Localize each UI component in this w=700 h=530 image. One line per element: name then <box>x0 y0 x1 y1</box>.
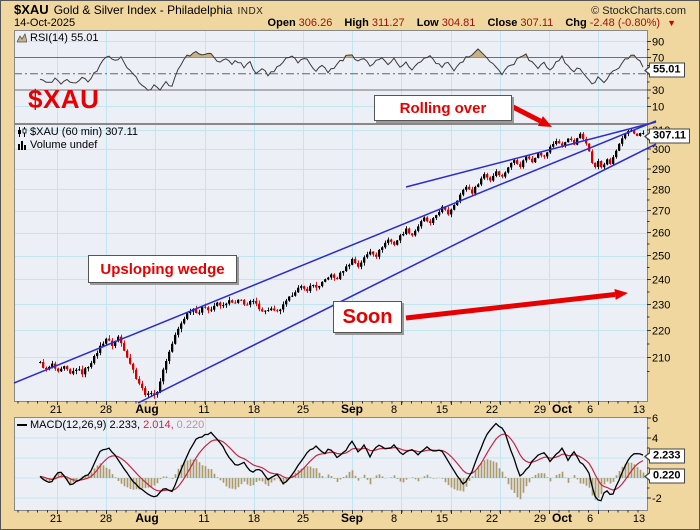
down-triangle-icon: ▼ <box>667 18 676 28</box>
svg-text:21: 21 <box>50 513 62 525</box>
open-label: Open <box>267 17 296 29</box>
macd-line-icon <box>17 424 27 426</box>
symbol: $XAU <box>14 2 49 17</box>
volume-legend-text: Volume undef <box>30 139 98 151</box>
rsi-legend-text: RSI(14) 55.01 <box>30 32 99 44</box>
xau-watermark: $XAU <box>28 84 100 114</box>
svg-text:29: 29 <box>534 513 546 525</box>
svg-text:240: 240 <box>652 274 670 286</box>
svg-text:6: 6 <box>587 404 593 416</box>
svg-text:Sep: Sep <box>341 402 363 416</box>
svg-text:6: 6 <box>587 513 593 525</box>
exchange-label: INDX <box>237 6 264 17</box>
high-value: 311.27 <box>371 17 405 29</box>
svg-text:210: 210 <box>652 352 670 364</box>
price-legend: $XAU (60 min) 307.11 <box>17 126 138 138</box>
header-title-row: $XAU Gold & Silver Index - Philadelphia … <box>0 0 700 17</box>
svg-text:270: 270 <box>652 206 670 218</box>
svg-text:230: 230 <box>652 299 670 311</box>
svg-text:220: 220 <box>652 325 670 337</box>
rolling-over-label: Rolling over <box>374 95 512 121</box>
chart-date: 14-Oct-2025 <box>14 17 76 29</box>
svg-text:15: 15 <box>436 404 448 416</box>
svg-text:21: 21 <box>50 404 62 416</box>
svg-text:280: 280 <box>652 184 670 196</box>
header-quote-row: 14-Oct-2025 Open 306.26 High 311.27 Low 304… <box>0 17 700 29</box>
candlestick-icon <box>18 127 27 137</box>
macd-value-box: 2.233 <box>649 448 685 464</box>
volume-legend: Volume undef <box>17 139 97 151</box>
svg-text:260: 260 <box>652 228 670 240</box>
macd-legend-text: MACD(12,26,9) 2.233, <box>30 419 141 431</box>
svg-text:11: 11 <box>198 404 209 416</box>
svg-text:250: 250 <box>652 251 670 263</box>
macd-hist-box: 0.220 <box>649 468 685 484</box>
macd-signal-value: 2.014, <box>143 419 174 431</box>
svg-text:25: 25 <box>297 513 309 525</box>
close-label: Close <box>487 17 518 29</box>
svg-text:290: 290 <box>652 164 670 176</box>
low-value: 304.81 <box>441 17 476 29</box>
svg-text:10: 10 <box>652 101 664 113</box>
chg-value: -2.48 (-0.80%) <box>589 17 661 29</box>
svg-text:25: 25 <box>297 404 309 416</box>
svg-text:Aug: Aug <box>135 402 158 416</box>
chg-label: Chg <box>565 17 587 29</box>
high-label: High <box>344 17 369 29</box>
upsloping-wedge-label: Upsloping wedge <box>88 255 237 283</box>
copyright: © StockCharts.com <box>591 5 686 17</box>
svg-text:28: 28 <box>100 404 112 416</box>
svg-text:4: 4 <box>652 433 658 445</box>
svg-text:Aug: Aug <box>135 511 158 525</box>
svg-text:300: 300 <box>652 144 670 156</box>
svg-text:90: 90 <box>652 36 664 48</box>
svg-text:-2: -2 <box>652 493 662 505</box>
macd-legend: MACD(12,26,9) 2.233, 2.014, 0.220 <box>17 419 204 431</box>
svg-text:28: 28 <box>100 513 112 525</box>
svg-text:29: 29 <box>534 404 546 416</box>
open-value: 306.26 <box>298 17 333 29</box>
svg-text:22: 22 <box>486 513 498 525</box>
low-label: Low <box>416 17 439 29</box>
svg-text:13: 13 <box>633 513 645 525</box>
svg-text:30: 30 <box>652 85 664 97</box>
svg-text:6: 6 <box>652 413 658 425</box>
svg-text:Oct: Oct <box>552 402 572 416</box>
ohlc-quote: Open 306.26 High 311.27 Low 304.81 Close 307… <box>268 17 676 29</box>
rsi-value-box: 55.01 <box>649 62 685 78</box>
svg-text:8: 8 <box>391 404 397 416</box>
volume-bars-icon <box>18 141 26 150</box>
rsi-legend: RSI(14) 55.01 <box>17 32 98 44</box>
svg-text:8: 8 <box>391 513 397 525</box>
svg-text:18: 18 <box>248 404 260 416</box>
price-legend-text: $XAU (60 min) 307.11 <box>30 126 139 138</box>
index-title: Gold & Silver Index - Philadelphia <box>53 3 233 17</box>
svg-text:Sep: Sep <box>341 511 363 525</box>
svg-text:18: 18 <box>248 513 260 525</box>
svg-text:Oct: Oct <box>552 511 572 525</box>
soon-label: Soon <box>333 301 402 333</box>
svg-text:15: 15 <box>436 513 448 525</box>
price-value-box: 307.11 <box>649 128 691 144</box>
chart-header: $XAU Gold & Silver Index - Philadelphia … <box>0 0 700 29</box>
rsi-area-icon <box>17 33 27 43</box>
close-value: 307.11 <box>520 17 554 29</box>
svg-text:13: 13 <box>633 404 645 416</box>
svg-text:22: 22 <box>486 404 498 416</box>
macd-hist-value: 0.220 <box>176 419 205 431</box>
svg-text:11: 11 <box>198 513 209 525</box>
